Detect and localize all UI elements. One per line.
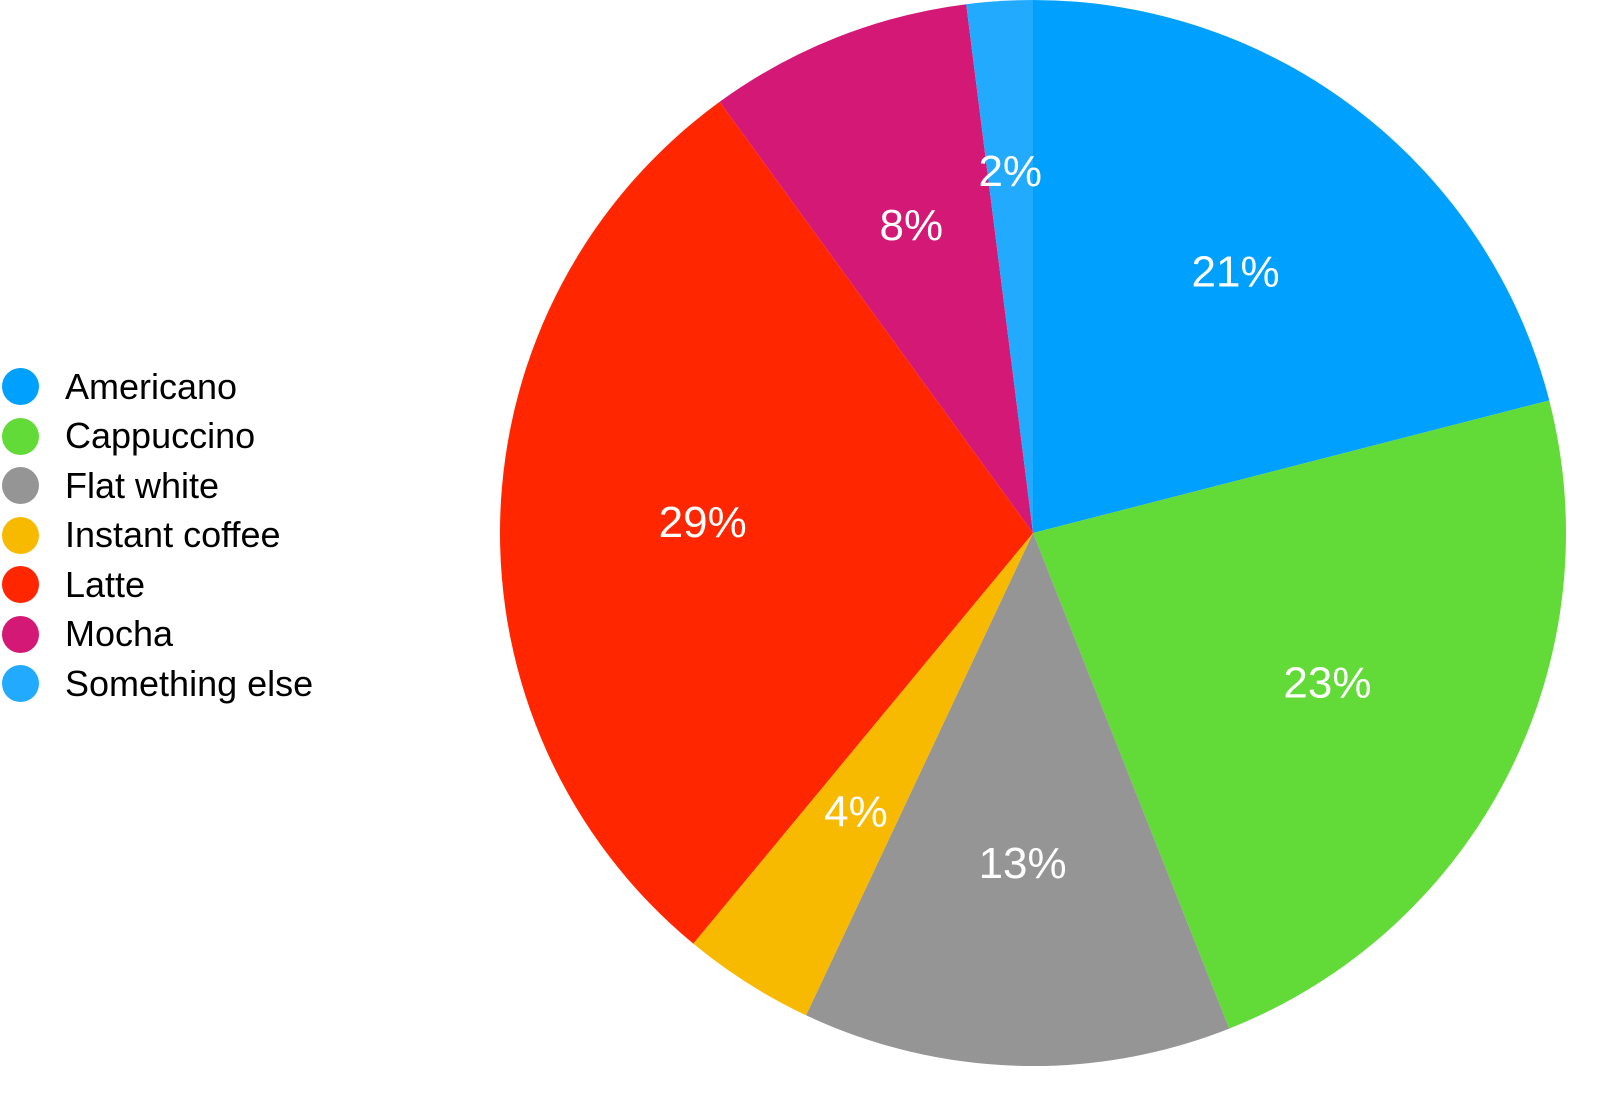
legend-label: Mocha <box>65 613 174 655</box>
pie-slice <box>499 101 1034 944</box>
slice-data-label: 23% <box>1283 659 1371 708</box>
legend-swatch <box>2 665 39 703</box>
legend-item: Flat white <box>2 461 313 511</box>
legend-label: Flat white <box>65 464 220 506</box>
pie-slice <box>1033 400 1566 1029</box>
legend-label: Instant coffee <box>65 514 281 556</box>
legend-label: Americano <box>65 365 238 407</box>
legend-label: Cappuccino <box>65 415 256 457</box>
legend-item: Instant coffee <box>2 511 313 561</box>
legend-label: Latte <box>65 563 146 605</box>
legend-swatch <box>2 417 39 455</box>
legend-item: Mocha <box>2 610 313 660</box>
pie-slice <box>806 533 1230 1066</box>
legend-swatch <box>2 467 39 505</box>
slice-data-label: 21% <box>1192 247 1280 296</box>
legend-item: Latte <box>2 560 313 610</box>
legend: Americano Cappuccino Flat white Instant cof… <box>2 362 313 709</box>
legend-item: Something else <box>2 659 313 709</box>
slice-data-label: 8% <box>880 201 944 250</box>
legend-item: Americano <box>2 362 313 412</box>
pie-slice <box>693 533 1033 1016</box>
pie-slice <box>719 4 1033 533</box>
legend-swatch <box>2 516 39 554</box>
slice-data-label: 29% <box>659 498 747 547</box>
legend-swatch <box>2 368 39 406</box>
legend-swatch <box>2 615 39 653</box>
legend-swatch <box>2 566 39 604</box>
pie-slice <box>966 0 1033 533</box>
legend-item: Cappuccino <box>2 412 313 462</box>
slice-data-label: 13% <box>979 839 1067 888</box>
legend-label: Something else <box>65 662 314 704</box>
slice-data-label: 4% <box>824 788 888 837</box>
pie-slice <box>1033 0 1550 533</box>
slice-data-label: 2% <box>978 147 1042 196</box>
